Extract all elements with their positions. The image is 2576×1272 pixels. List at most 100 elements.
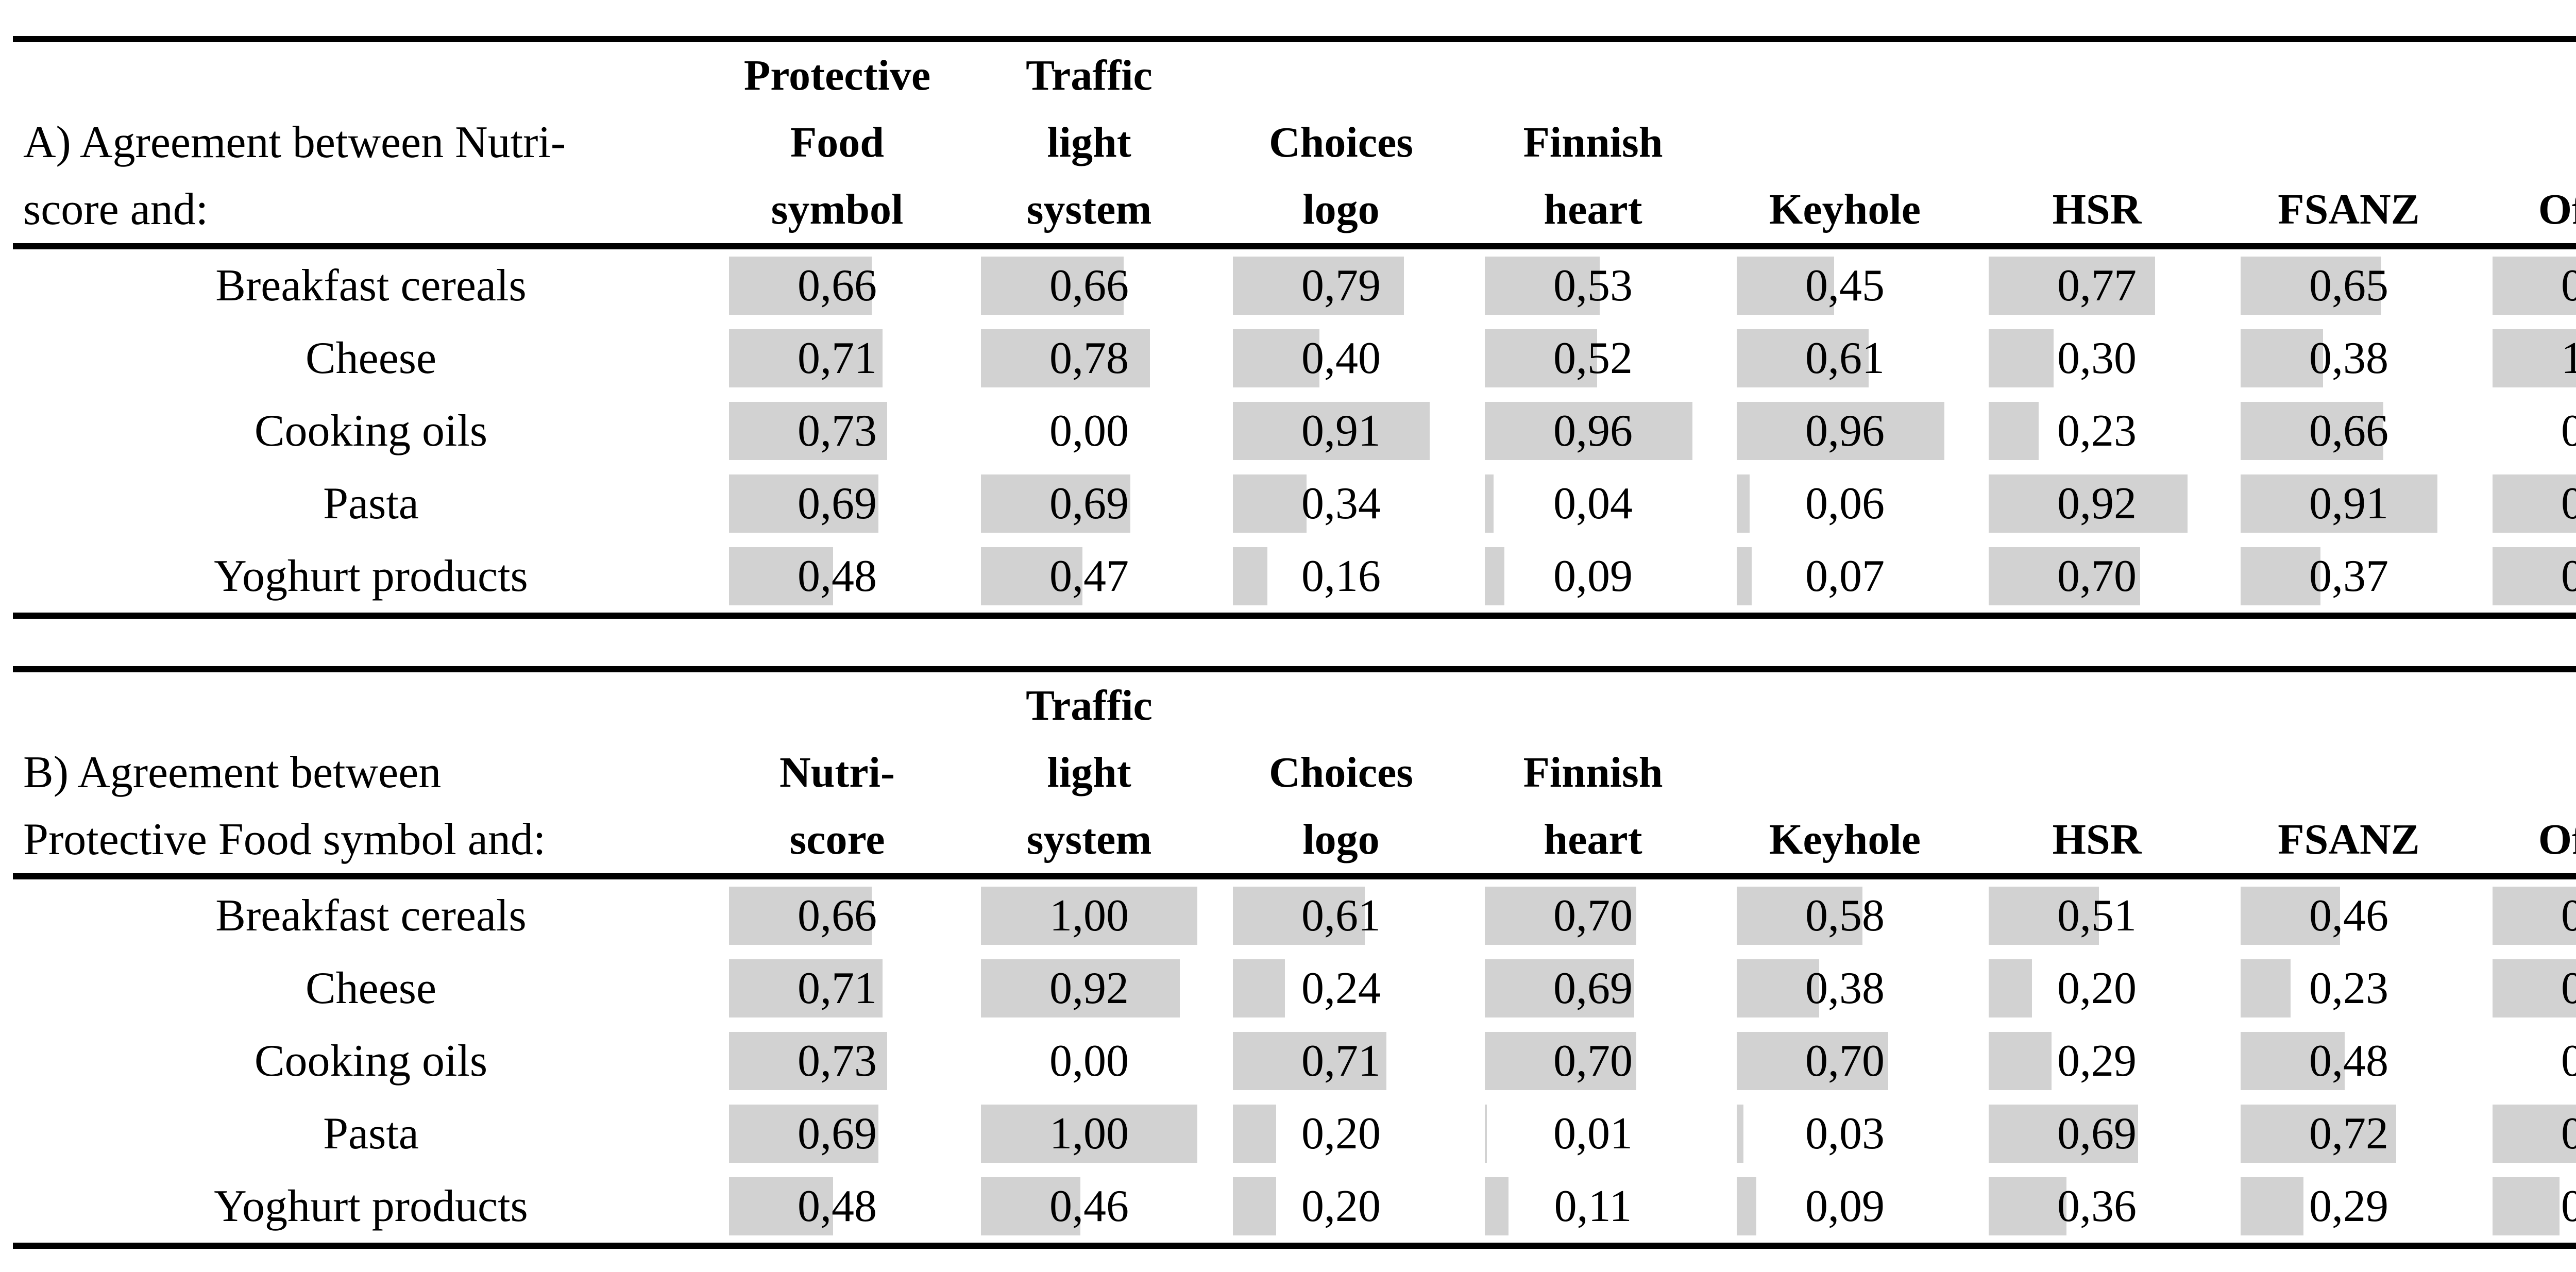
data-bar bbox=[1989, 474, 2188, 533]
value-cell: 0,73 bbox=[729, 395, 981, 467]
value-text: 0,29 bbox=[2309, 1181, 2388, 1231]
value-cell: 0,71 bbox=[1233, 1025, 1485, 1097]
row-label: Cooking oils bbox=[254, 406, 488, 456]
value-text: 0,24 bbox=[1301, 963, 1381, 1013]
data-bar bbox=[2241, 257, 2381, 315]
column-header-line: Choices bbox=[1269, 749, 1413, 796]
data-bar bbox=[1989, 887, 2099, 945]
value-text: 0,69 bbox=[1553, 963, 1633, 1013]
data-bar bbox=[1989, 1032, 2052, 1090]
value-cell: 0,01 bbox=[1485, 1097, 1737, 1170]
value-text: 0,00 bbox=[1049, 406, 1129, 456]
data-bar bbox=[1737, 257, 1834, 315]
value-cell: 1,00 bbox=[981, 879, 1233, 952]
column-header-line: Ofcom bbox=[2538, 185, 2576, 233]
value-text: 0,69 bbox=[798, 479, 877, 529]
data-bar bbox=[1485, 1105, 1487, 1163]
value-text: 0,00 bbox=[2561, 406, 2576, 456]
column-header: Ofcom bbox=[2493, 176, 2576, 243]
value-text: 0,65 bbox=[2309, 261, 2388, 311]
value-cell: 0,92 bbox=[1989, 467, 2241, 540]
value-cell: 0,00 bbox=[981, 395, 1233, 467]
data-bar bbox=[1485, 329, 1598, 387]
column-header: HSR bbox=[1989, 806, 2241, 873]
data-bar bbox=[2241, 1177, 2303, 1235]
data-bar bbox=[1737, 1177, 1756, 1235]
value-text: 0,29 bbox=[2057, 1036, 2137, 1086]
data-bar bbox=[1485, 474, 1494, 533]
data-bar bbox=[1233, 474, 1307, 533]
value-cell: 0,38 bbox=[2241, 322, 2493, 395]
value-cell: 0,92 bbox=[981, 952, 1233, 1025]
value-text: 0,16 bbox=[1301, 551, 1381, 601]
column-header-line: heart bbox=[1544, 185, 1642, 233]
row-label: Cheese bbox=[305, 963, 437, 1013]
value-text: 0,20 bbox=[2057, 963, 2137, 1013]
column-header: Ofcom bbox=[2493, 806, 2576, 873]
value-text: 0,53 bbox=[1553, 261, 1633, 311]
column-header: Keyhole bbox=[1737, 176, 1989, 243]
value-cell: 0,94 bbox=[2493, 467, 2576, 540]
value-text: 0,66 bbox=[1049, 261, 1129, 311]
data-bar bbox=[1485, 547, 1504, 605]
table-row: Yoghurt products 0,48 0,47 0,16 0,09 0,07 0,70… bbox=[13, 540, 2576, 613]
table-row: Breakfast cereals 0,66 1,00 0,61 0,70 0,58 0,5… bbox=[13, 879, 2576, 952]
data-bar bbox=[981, 547, 1083, 605]
value-text: 0,20 bbox=[1301, 1181, 1381, 1231]
value-cell: 0,77 bbox=[1989, 249, 2241, 322]
value-text: 0,91 bbox=[1301, 406, 1381, 456]
value-text: 0,73 bbox=[798, 406, 877, 456]
data-bar bbox=[2241, 1105, 2397, 1163]
value-cell: 0,00 bbox=[2493, 395, 2576, 467]
column-header-line: light bbox=[1047, 118, 1131, 166]
value-text: 0,23 bbox=[2309, 963, 2388, 1013]
column-header-line: logo bbox=[1302, 816, 1380, 863]
row-label: Pasta bbox=[323, 1109, 419, 1159]
data-bar bbox=[1233, 402, 1430, 460]
value-text: 0,01 bbox=[1553, 1109, 1633, 1159]
data-bar bbox=[1233, 1032, 1387, 1090]
value-cell: 0,91 bbox=[1233, 395, 1485, 467]
panel-a-title-line: score and: bbox=[23, 184, 209, 234]
value-text: 0,78 bbox=[1049, 333, 1129, 383]
panel-separator-gap bbox=[13, 619, 2576, 666]
data-bar bbox=[2241, 1032, 2345, 1090]
column-header-line: Traffic bbox=[1026, 52, 1153, 99]
value-text: 0,38 bbox=[2309, 333, 2388, 383]
value-cell: 0,61 bbox=[1233, 879, 1485, 952]
value-cell: 0,69 bbox=[1989, 1097, 2241, 1170]
value-cell: 0,16 bbox=[1233, 540, 1485, 613]
value-cell: 0,96 bbox=[1485, 395, 1737, 467]
value-text: 0,38 bbox=[1805, 963, 1885, 1013]
value-cell: 0,48 bbox=[729, 1170, 981, 1243]
table-row: Yoghurt products 0,48 0,46 0,20 0,11 0,09 0,36… bbox=[13, 1170, 2576, 1243]
value-cell: 0,09 bbox=[1737, 1170, 1989, 1243]
value-cell: 0,34 bbox=[1233, 467, 1485, 540]
value-text: 0,07 bbox=[1805, 551, 1885, 601]
value-cell: 0,69 bbox=[1485, 952, 1737, 1025]
column-header-line: score bbox=[789, 816, 885, 863]
value-text: 0,73 bbox=[798, 1036, 877, 1086]
value-cell: 0,38 bbox=[1737, 952, 1989, 1025]
data-bar bbox=[1989, 547, 2140, 605]
value-cell: 0,71 bbox=[729, 322, 981, 395]
value-text: 0,48 bbox=[2309, 1036, 2388, 1086]
value-cell: 0,29 bbox=[1989, 1025, 2241, 1097]
data-bar bbox=[2241, 402, 2384, 460]
value-text: 0,00 bbox=[2561, 1036, 2576, 1086]
data-bar bbox=[1737, 1105, 1743, 1163]
data-bar bbox=[1485, 959, 1634, 1017]
value-text: 0,51 bbox=[2057, 891, 2137, 941]
value-cell: 1,00 bbox=[2493, 322, 2576, 395]
data-bar bbox=[729, 1177, 833, 1235]
value-text: 0,58 bbox=[1805, 891, 1885, 941]
value-cell: 0,70 bbox=[1737, 1025, 1989, 1097]
value-cell: 0,09 bbox=[1485, 540, 1737, 613]
value-cell: 0,29 bbox=[2241, 1170, 2493, 1243]
data-bar bbox=[1485, 257, 1600, 315]
row-label: Yoghurt products bbox=[214, 551, 528, 601]
value-text: 0,46 bbox=[2309, 891, 2388, 941]
data-bar bbox=[1737, 329, 1869, 387]
value-text: 0,96 bbox=[1805, 406, 1885, 456]
data-bar bbox=[2493, 1105, 2576, 1163]
